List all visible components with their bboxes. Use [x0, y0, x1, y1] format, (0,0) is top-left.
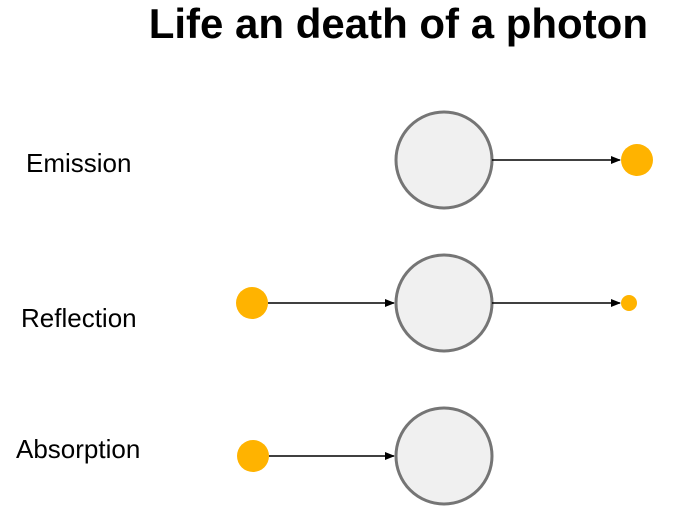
reflection-outgoing-photon	[621, 295, 637, 311]
absorption-label: Absorption	[16, 434, 141, 464]
page-title: Life an death of a photon	[148, 0, 648, 47]
reflection-row	[236, 253, 637, 353]
absorption-incoming-photon	[237, 440, 269, 472]
reflection-object	[394, 253, 494, 353]
absorption-object	[394, 406, 494, 506]
reflection-label: Reflection	[21, 303, 137, 333]
emission-photon	[621, 144, 653, 176]
emission-row	[394, 110, 653, 210]
emission-label: Emission	[26, 148, 132, 178]
emission-object	[394, 110, 494, 210]
absorption-row	[237, 406, 494, 506]
reflection-incoming-photon	[236, 287, 268, 319]
